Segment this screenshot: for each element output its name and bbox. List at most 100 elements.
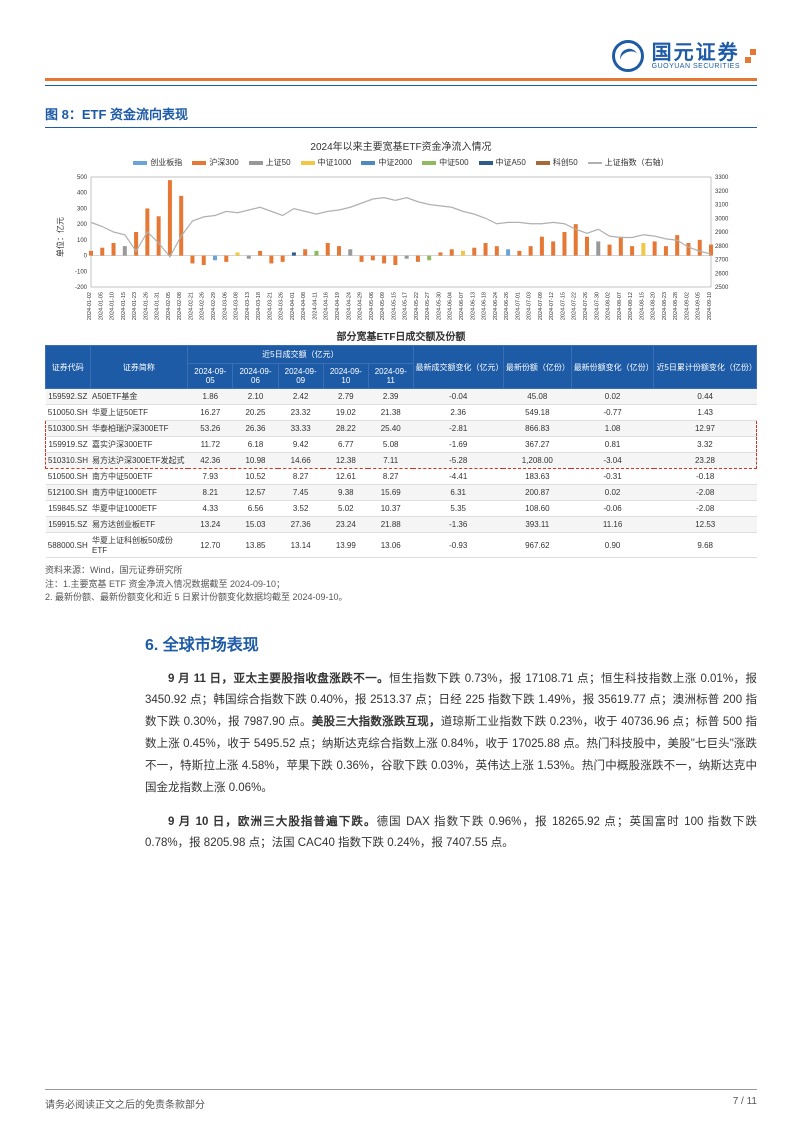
svg-text:2024-03-26: 2024-03-26 xyxy=(279,292,285,320)
svg-text:-200: -200 xyxy=(75,285,88,291)
legend-item: 中证1000 xyxy=(301,157,352,168)
chart-title: 2024年以来主要宽基ETF资金净流入情况 xyxy=(45,138,757,153)
footer-disclaimer: 请务必阅读正文之后的免责条款部分 xyxy=(45,1096,205,1111)
svg-text:2024-02-08: 2024-02-08 xyxy=(177,292,183,320)
table-row: 510310.SH易方达沪深300ETF发起式42.3610.9814.6612… xyxy=(46,453,757,469)
legend-item: 中证500 xyxy=(422,157,468,168)
svg-text:2024-01-26: 2024-01-26 xyxy=(143,292,149,320)
legend-item: 科创50 xyxy=(536,157,578,168)
table-row: 159919.SZ嘉实沪深300ETF11.726.189.426.775.08… xyxy=(46,437,757,453)
company-logo: 国元证券 GUOYUAN SECURITIES xyxy=(612,40,757,72)
svg-text:2024-03-08: 2024-03-08 xyxy=(234,292,240,320)
svg-text:2024-01-02: 2024-01-02 xyxy=(87,292,93,320)
svg-text:2024-05-09: 2024-05-09 xyxy=(380,292,386,320)
svg-text:-100: -100 xyxy=(75,269,88,275)
svg-text:2600: 2600 xyxy=(715,271,729,277)
svg-text:2024-02-29: 2024-02-29 xyxy=(211,292,217,320)
section-6-p2: 9 月 10 日，欧洲三大股指普遍下跌。德国 DAX 指数下跌 0.96%，报 … xyxy=(145,812,757,856)
svg-text:2024-08-07: 2024-08-07 xyxy=(617,292,623,320)
svg-text:2024-07-30: 2024-07-30 xyxy=(594,292,600,320)
logo-en: GUOYUAN SECURITIES xyxy=(652,63,740,70)
svg-text:2024-03-06: 2024-03-06 xyxy=(222,292,228,320)
source-line2: 注：1.主要宽基 ETF 资金净流入情况数据截至 2024-09-10； xyxy=(45,578,757,592)
svg-text:2024-07-12: 2024-07-12 xyxy=(549,292,555,320)
svg-text:2024-04-08: 2024-04-08 xyxy=(301,292,307,320)
svg-text:2024-07-03: 2024-07-03 xyxy=(527,292,533,320)
svg-text:2024-06-24: 2024-06-24 xyxy=(493,292,499,320)
etf-chart-container: 2024年以来主要宽基ETF资金净流入情况 创业板指沪深300上证50中证100… xyxy=(45,138,757,322)
svg-text:2024-05-30: 2024-05-30 xyxy=(436,292,442,320)
svg-text:2024-05-06: 2024-05-06 xyxy=(369,292,375,320)
section-6-heading: 6. 全球市场表现 xyxy=(145,631,757,655)
table-row: 510500.SH南方中证500ETF7.9310.528.2712.618.2… xyxy=(46,469,757,485)
svg-text:2024-08-15: 2024-08-15 xyxy=(639,292,645,320)
svg-text:2900: 2900 xyxy=(715,230,729,236)
p1-lead2: 美股三大指数涨跌互现， xyxy=(312,716,441,728)
chart-legend: 创业板指沪深300上证50中证1000中证2000中证500中证A50科创50上… xyxy=(45,157,757,168)
svg-text:2500: 2500 xyxy=(715,285,729,291)
table-row: 159592.SZA50ETF基金1.862.102.422.792.39-0.… xyxy=(46,389,757,405)
svg-text:2024-04-11: 2024-04-11 xyxy=(312,292,318,320)
svg-text:2024-06-18: 2024-06-18 xyxy=(482,292,488,320)
etf-table: 证券代码证券简称近5日成交额（亿元）最新成交额变化（亿元）最新份额（亿份）最新份… xyxy=(45,345,757,558)
svg-text:0: 0 xyxy=(84,254,88,260)
svg-text:2024-01-15: 2024-01-15 xyxy=(121,292,127,320)
legend-item: 中证A50 xyxy=(479,157,526,168)
footer-page-number: 7 / 11 xyxy=(733,1096,757,1111)
svg-text:2024-05-22: 2024-05-22 xyxy=(414,292,420,320)
svg-text:2024-01-23: 2024-01-23 xyxy=(132,292,138,320)
svg-text:2024-01-10: 2024-01-10 xyxy=(110,292,116,320)
svg-text:300: 300 xyxy=(77,206,88,212)
svg-text:2024-02-26: 2024-02-26 xyxy=(200,292,206,320)
svg-text:2024-06-13: 2024-06-13 xyxy=(470,292,476,320)
logo-decoration xyxy=(744,48,757,64)
svg-text:2024-01-05: 2024-01-05 xyxy=(98,292,104,320)
svg-text:2024-05-17: 2024-05-17 xyxy=(403,292,409,320)
p2-lead: 9 月 10 日，欧洲三大股指普遍下跌。 xyxy=(168,816,377,828)
svg-text:2024-02-21: 2024-02-21 xyxy=(188,292,194,320)
legend-item: 上证50 xyxy=(249,157,291,168)
svg-text:3000: 3000 xyxy=(715,216,729,222)
svg-text:2700: 2700 xyxy=(715,258,729,264)
svg-text:2024-06-07: 2024-06-07 xyxy=(459,292,465,320)
svg-text:2024-05-15: 2024-05-15 xyxy=(391,292,397,320)
svg-text:2024-06-26: 2024-06-26 xyxy=(504,292,510,320)
svg-text:2024-09-10: 2024-09-10 xyxy=(707,292,713,320)
svg-text:2024-03-13: 2024-03-13 xyxy=(245,292,251,320)
header-rule xyxy=(45,85,757,86)
svg-text:2024-08-12: 2024-08-12 xyxy=(628,292,634,320)
svg-text:单位：亿元: 单位：亿元 xyxy=(55,217,65,257)
page-footer: 请务必阅读正文之后的免责条款部分 7 / 11 xyxy=(45,1089,757,1111)
legend-item: 中证2000 xyxy=(361,157,412,168)
logo-cn: 国元证券 xyxy=(652,43,740,63)
legend-item: 上证指数（右轴） xyxy=(588,157,669,168)
svg-text:2024-07-09: 2024-07-09 xyxy=(538,292,544,320)
svg-text:2024-08-20: 2024-08-20 xyxy=(651,292,657,320)
svg-text:2024-08-28: 2024-08-28 xyxy=(673,292,679,320)
svg-text:2024-04-19: 2024-04-19 xyxy=(335,292,341,320)
svg-text:2024-07-15: 2024-07-15 xyxy=(560,292,566,320)
table-row: 159915.SZ易方达创业板ETF13.2415.0327.3623.2421… xyxy=(46,517,757,533)
table-row: 512100.SH南方中证1000ETF8.2112.577.459.3815.… xyxy=(46,485,757,501)
svg-text:3200: 3200 xyxy=(715,189,729,195)
svg-text:2024-04-24: 2024-04-24 xyxy=(346,292,352,320)
source-line3: 2. 最新份额、最新份额变化和近 5 日累计份额变化数据均截至 2024-09-… xyxy=(45,591,757,605)
logo-icon xyxy=(612,40,644,72)
svg-text:500: 500 xyxy=(77,175,88,181)
svg-text:2024-08-23: 2024-08-23 xyxy=(662,292,668,320)
svg-text:2024-05-27: 2024-05-27 xyxy=(425,292,431,320)
source-line1: 资料来源：Wind，国元证券研究所 xyxy=(45,564,757,578)
svg-text:100: 100 xyxy=(77,238,88,244)
page-header: 国元证券 GUOYUAN SECURITIES xyxy=(45,40,757,81)
svg-text:2024-07-01: 2024-07-01 xyxy=(515,292,521,320)
legend-item: 创业板指 xyxy=(133,157,182,168)
svg-text:2024-07-26: 2024-07-26 xyxy=(583,292,589,320)
table-row: 588000.SH华夏上证科创板50成份ETF12.7013.8513.1413… xyxy=(46,533,757,558)
svg-text:200: 200 xyxy=(77,222,88,228)
svg-text:2024-09-02: 2024-09-02 xyxy=(684,292,690,320)
section-6-p1: 9 月 11 日，亚太主要股指收盘涨跌不一。恒生指数下跌 0.73%，报 171… xyxy=(145,669,757,800)
p1-lead: 9 月 11 日，亚太主要股指收盘涨跌不一。 xyxy=(168,673,389,685)
svg-text:2800: 2800 xyxy=(715,244,729,250)
svg-text:2024-04-01: 2024-04-01 xyxy=(290,292,296,320)
svg-text:2024-01-31: 2024-01-31 xyxy=(155,292,161,320)
